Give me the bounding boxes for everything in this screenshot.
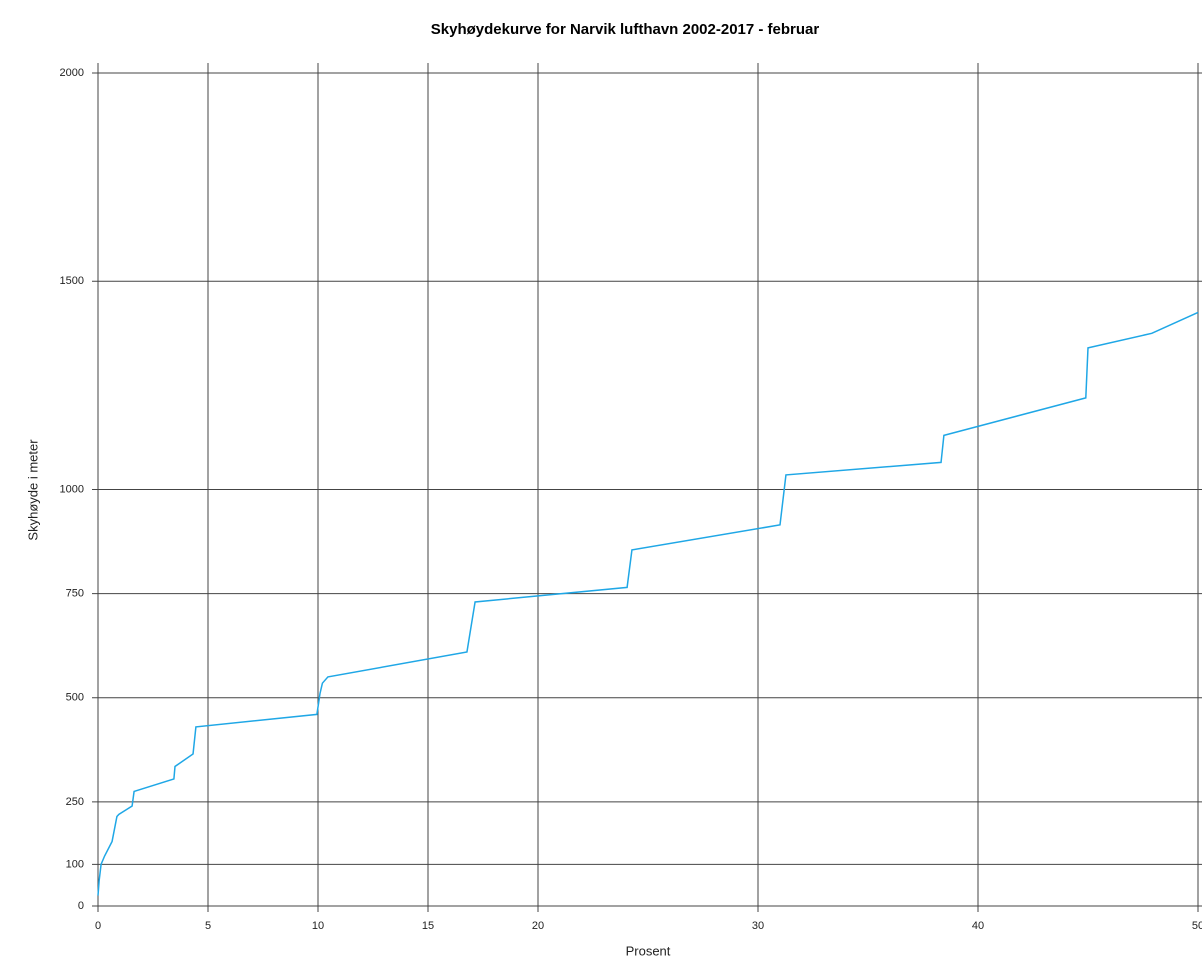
y-tick-label: 0 xyxy=(78,900,84,912)
x-tick-label: 50 xyxy=(1192,920,1202,932)
x-tick-label: 15 xyxy=(422,920,434,932)
x-tick-label: 40 xyxy=(972,920,984,932)
y-tick-label: 1500 xyxy=(60,275,84,287)
x-tick-label: 0 xyxy=(95,920,101,932)
x-tick-label: 5 xyxy=(205,920,211,932)
y-tick-label: 100 xyxy=(66,858,84,870)
data-line xyxy=(97,311,1199,896)
y-tick-label: 250 xyxy=(66,796,84,808)
y-tick-label: 750 xyxy=(66,588,84,600)
x-tick-label: 10 xyxy=(312,920,324,932)
x-axis-label: Prosent xyxy=(626,943,671,958)
x-tick-label: 20 xyxy=(532,920,544,932)
x-tick-label: 30 xyxy=(752,920,764,932)
y-tick-label: 500 xyxy=(66,692,84,704)
y-axis-label: Skyhøyde i meter xyxy=(25,439,40,541)
chart-title: Skyhøydekurve for Narvik lufthavn 2002-2… xyxy=(431,21,820,38)
y-tick-label: 2000 xyxy=(60,67,84,79)
y-tick-label: 1000 xyxy=(60,483,84,495)
